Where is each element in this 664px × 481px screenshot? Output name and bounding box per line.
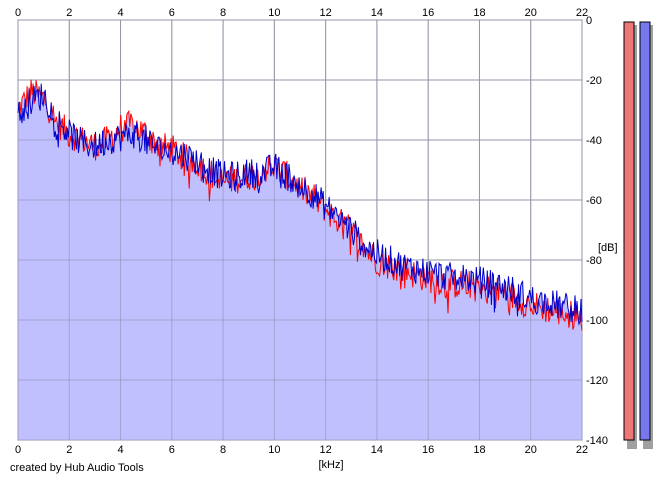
y-tick--140: -140 (586, 435, 608, 447)
x-tick-top-16: 16 (422, 7, 434, 19)
x-tick-top-6: 6 (169, 7, 175, 19)
x-tick-bottom-6: 6 (169, 444, 175, 456)
x-tick-bottom-18: 18 (473, 444, 485, 456)
x-tick-bottom-0: 0 (15, 444, 21, 456)
x-tick-bottom-20: 20 (525, 444, 537, 456)
x-tick-bottom-8: 8 (220, 444, 226, 456)
x-tick-labels-top: 0 2 4 6 8 10 12 14 16 18 20 22 (15, 7, 588, 19)
x-tick-top-22: 22 (576, 7, 588, 19)
y-axis-label: [dB] (598, 242, 618, 254)
x-tick-top-0: 0 (15, 7, 21, 19)
y-tick--120: -120 (586, 375, 608, 387)
y-tick--40: -40 (586, 135, 602, 147)
level-meters (623, 21, 653, 449)
x-tick-bottom-4: 4 (117, 444, 123, 456)
x-tick-labels-bottom: 0 2 4 6 8 10 12 14 16 18 20 22 (15, 444, 588, 456)
x-tick-top-12: 12 (320, 7, 332, 19)
y-tick--60: -60 (586, 195, 602, 207)
x-tick-bottom-22: 22 (576, 444, 588, 456)
x-tick-top-20: 20 (525, 7, 537, 19)
level-meter-0 (623, 21, 635, 441)
x-tick-top-2: 2 (66, 7, 72, 19)
x-tick-bottom-2: 2 (66, 444, 72, 456)
x-axis-label: [kHz] (318, 459, 343, 471)
y-tick--20: -20 (586, 75, 602, 87)
x-tick-bottom-14: 14 (371, 444, 383, 456)
credit-text: created by Hub Audio Tools (10, 462, 144, 474)
x-tick-bottom-10: 10 (268, 444, 280, 456)
x-tick-top-14: 14 (371, 7, 383, 19)
series-line-1 (17, 83, 583, 326)
level-meter-1 (639, 21, 651, 441)
x-tick-top-4: 4 (117, 7, 123, 19)
x-tick-top-10: 10 (268, 7, 280, 19)
spectrum-lines (17, 79, 583, 331)
spectrum-area (17, 19, 583, 441)
y-tick-labels: 0 -20 -40 -60 -80 -100 -120 -140 (586, 15, 608, 447)
y-tick--80: -80 (586, 255, 602, 267)
x-tick-bottom-12: 12 (320, 444, 332, 456)
x-tick-top-8: 8 (220, 7, 226, 19)
x-tick-top-18: 18 (473, 7, 485, 19)
x-tick-bottom-16: 16 (422, 444, 434, 456)
y-tick--100: -100 (586, 315, 608, 327)
y-tick-0: 0 (586, 15, 592, 27)
